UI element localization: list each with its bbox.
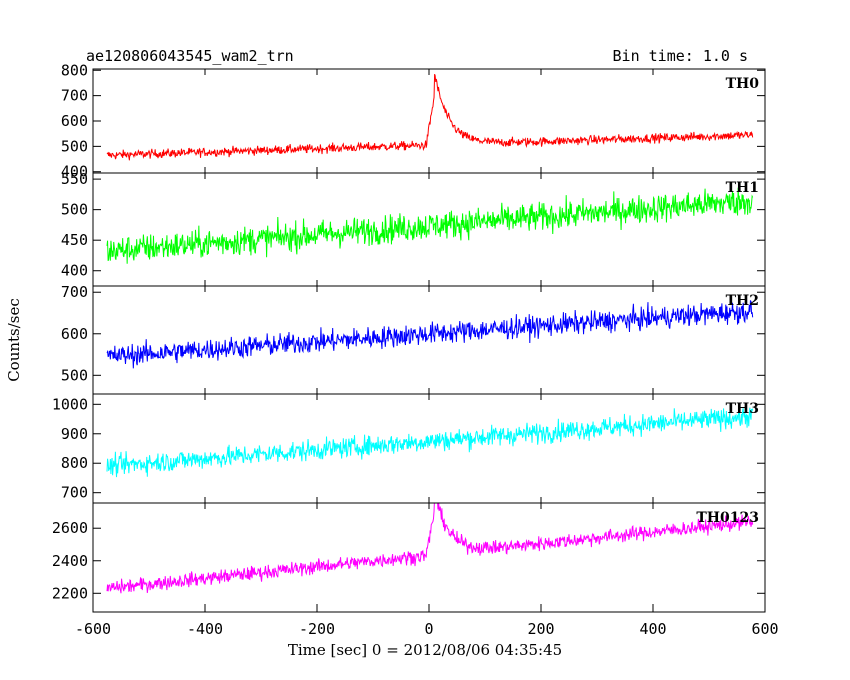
y-axis-label: Counts/sec bbox=[5, 298, 23, 382]
y-tick-label: 1000 bbox=[52, 395, 88, 413]
panels-group: 400 500 600 700 800 TH0 400 450 500 550 TH1 500 600 7… bbox=[52, 61, 766, 613]
panel-th2: 500 600 700 TH2 bbox=[61, 283, 766, 395]
y-tick-label: 700 bbox=[61, 87, 88, 105]
panel-label-th3: TH3 bbox=[726, 401, 759, 417]
panel-label-th1: TH1 bbox=[726, 180, 759, 196]
panel-th1: 400 450 500 550 TH1 bbox=[61, 170, 766, 287]
y-tick-label: 700 bbox=[61, 484, 88, 502]
x-axis-label: Time [sec] 0 = 2012/08/06 04:35:45 bbox=[288, 641, 562, 659]
x-axis: -600 -400 -200 0 200 400 600 bbox=[75, 604, 779, 638]
bin-time-label: Bin time: 1.0 s bbox=[613, 47, 748, 65]
x-tick-label: 400 bbox=[639, 620, 666, 638]
series-line-th3 bbox=[106, 404, 754, 478]
x-tick-label: 200 bbox=[527, 620, 554, 638]
y-tick-label: 800 bbox=[61, 61, 88, 79]
y-tick-label: 450 bbox=[61, 231, 88, 249]
panel-frame bbox=[92, 393, 766, 504]
y-tick-label: 400 bbox=[61, 163, 88, 181]
series-line-th0123 bbox=[106, 503, 754, 594]
y-tick-label: 800 bbox=[61, 454, 88, 472]
panel-label-th0123: TH0123 bbox=[696, 510, 759, 526]
panel-frame bbox=[92, 68, 766, 174]
x-tick-label: -600 bbox=[75, 620, 111, 638]
panel-label-th0: TH0 bbox=[726, 76, 760, 92]
y-tick-label: 500 bbox=[61, 137, 88, 155]
y-tick-label: 550 bbox=[61, 170, 88, 188]
series-line-th0 bbox=[106, 73, 754, 161]
panel-frame bbox=[92, 502, 766, 613]
panel-th3: 700 800 900 1000 TH3 bbox=[52, 393, 766, 504]
y-tick-label: 700 bbox=[61, 283, 88, 301]
chart-title: ae120806043545_wam2_trn bbox=[86, 47, 294, 65]
panel-frame bbox=[92, 285, 766, 395]
x-tick-label: 600 bbox=[751, 620, 778, 638]
y-tick-label: 400 bbox=[61, 262, 88, 280]
panel-label-th2: TH2 bbox=[726, 293, 759, 309]
y-tick-label: 500 bbox=[61, 366, 88, 384]
x-tick-label: -200 bbox=[299, 620, 335, 638]
series-line-th2 bbox=[106, 299, 754, 369]
panel-th0: 400 500 600 700 800 TH0 bbox=[61, 61, 766, 181]
series-line-th1 bbox=[106, 187, 754, 264]
y-tick-label: 600 bbox=[61, 112, 88, 130]
x-tick-label: -400 bbox=[187, 620, 223, 638]
y-tick-label: 500 bbox=[61, 201, 88, 219]
x-tick-label: 0 bbox=[424, 620, 433, 638]
y-tick-label: 900 bbox=[61, 425, 88, 443]
panel-th0123: 2200 2400 2600 TH0123 bbox=[52, 502, 766, 613]
y-tick-label: 2600 bbox=[52, 519, 88, 537]
y-tick-label: 2200 bbox=[52, 584, 88, 602]
y-tick-label: 2400 bbox=[52, 552, 88, 570]
y-tick-label: 600 bbox=[61, 325, 88, 343]
